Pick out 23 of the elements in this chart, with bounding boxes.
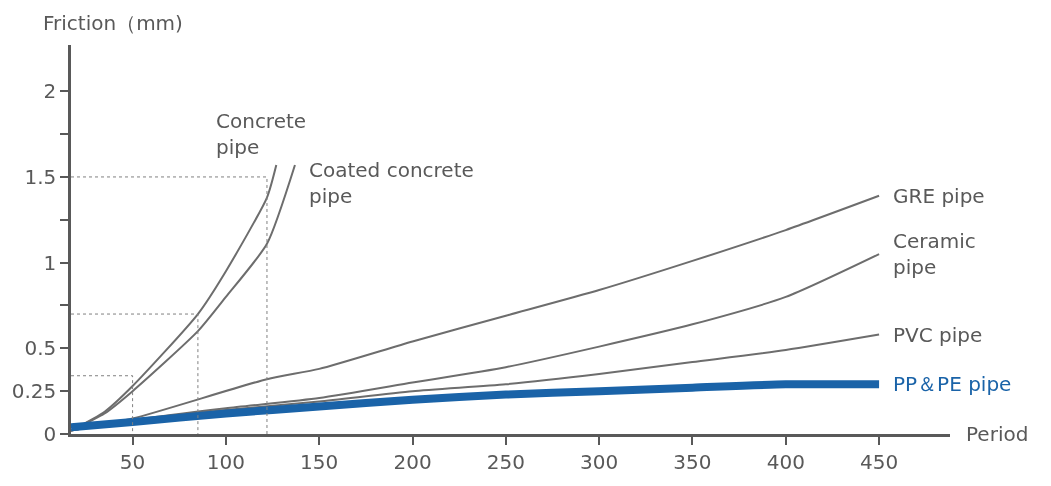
x-axis-title: Period	[966, 422, 1029, 446]
x-tick-label: 100	[206, 449, 245, 474]
y-tick-label: 2	[43, 79, 57, 104]
y-tick-label: 1	[43, 250, 57, 275]
series-label: PVC pipe	[893, 323, 983, 347]
y-tick-label: 0.25	[11, 379, 57, 404]
x-tick-label: 400	[766, 449, 805, 474]
series-label: Coated concrete pipe	[309, 158, 474, 208]
series-label: GRE pipe	[893, 184, 985, 208]
x-tick-label: 300	[580, 449, 619, 474]
x-tick-label: 350	[673, 449, 712, 474]
y-tick-label: 0.5	[24, 336, 57, 361]
x-tick-label: 50	[119, 449, 146, 474]
series-label: Concrete pipe	[216, 109, 307, 159]
y-tick-label: 1.5	[24, 164, 57, 189]
x-tick-label: 250	[486, 449, 525, 474]
x-tick-label: 450	[859, 449, 899, 474]
x-tick-label: 200	[393, 449, 432, 474]
series-label: PP＆PE pipe	[893, 372, 1012, 396]
series-label: Ceramic pipe	[893, 229, 976, 279]
y-tick-label: 0	[43, 422, 57, 446]
y-axis-title: Friction（mm)	[43, 11, 183, 35]
x-tick-label: 150	[300, 449, 339, 474]
